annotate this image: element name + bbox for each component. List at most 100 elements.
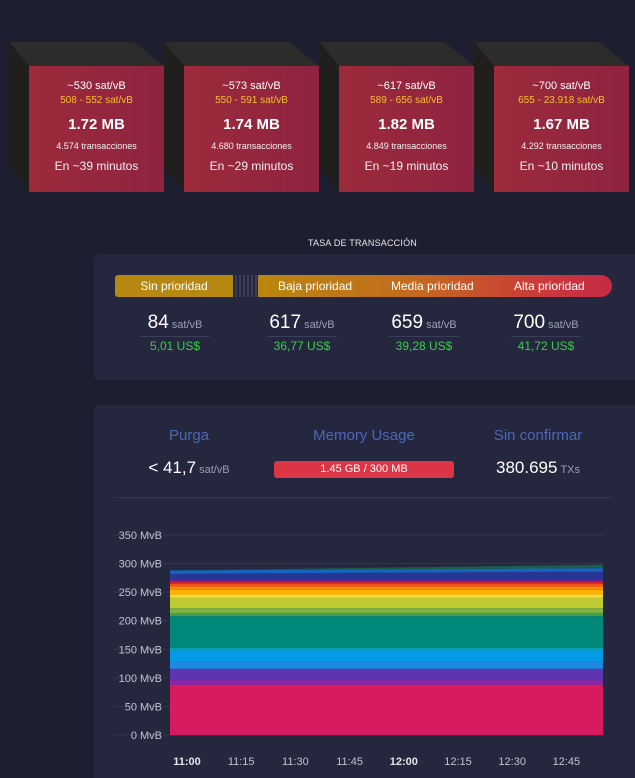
block-face[interactable]: ~700 sat/vB 655 - 23.918 sat/vB 1.67 MB …: [494, 66, 629, 192]
area-series[interactable]: [170, 597, 603, 609]
block-side: [319, 42, 339, 192]
priority-gradient: Baja prioridad Media prioridad Alta prio…: [258, 275, 612, 297]
fee-usd: 5,01 US$: [140, 336, 210, 353]
block-tx-count: 4.680 transacciones: [211, 141, 292, 151]
unconfirmed-value-wrap: 380.695 TXs: [458, 458, 618, 478]
fee-unit: sat/vB: [548, 319, 579, 331]
area-series[interactable]: [170, 680, 603, 685]
block-side: [474, 42, 494, 192]
area-series[interactable]: [170, 581, 603, 584]
fee-medium: 659 sat/vB 39,28 US$: [364, 312, 484, 353]
fee-usd: 36,77 US$: [267, 336, 337, 353]
area-series[interactable]: [170, 586, 603, 590]
x-tick-label: 11:30: [282, 756, 309, 768]
x-tick-label: 11:15: [228, 756, 255, 768]
fee-unit: sat/vB: [426, 319, 457, 331]
fee-value: 617: [269, 312, 302, 333]
mempool-block-4[interactable]: ~700 sat/vB 655 - 23.918 sat/vB 1.67 MB …: [474, 42, 629, 192]
block-size: 1.72 MB: [68, 116, 125, 133]
memory-usage-bar: 1.45 GB / 300 MB: [274, 461, 454, 478]
mempool-block-3[interactable]: ~617 sat/vB 589 - 656 sat/vB 1.82 MB 4.8…: [319, 42, 474, 192]
x-tick-label: 12:45: [553, 756, 581, 768]
area-series[interactable]: [170, 608, 603, 614]
y-tick-label: 50 MvB: [125, 701, 162, 713]
block-eta: En ~10 minutos: [519, 159, 604, 173]
unconfirmed-unit: TXs: [560, 464, 580, 476]
mempool-block-1[interactable]: ~530 sat/vB 508 - 552 sat/vB 1.72 MB 4.5…: [9, 42, 164, 192]
block-size: 1.82 MB: [378, 116, 435, 133]
fee-value: 659: [391, 312, 424, 333]
block-face[interactable]: ~573 sat/vB 550 - 591 sat/vB 1.74 MB 4.6…: [184, 66, 319, 192]
purge-label: Purga: [168, 427, 210, 444]
priority-none-label: Sin prioridad: [115, 275, 233, 297]
mempool-block-2[interactable]: ~573 sat/vB 550 - 591 sat/vB 1.74 MB 4.6…: [164, 42, 319, 192]
block-top: [9, 42, 164, 66]
block-fee-span: 508 - 552 sat/vB: [60, 95, 133, 106]
priority-medium-label: Media prioridad: [391, 279, 474, 293]
block-face[interactable]: ~617 sat/vB 589 - 656 sat/vB 1.82 MB 4.8…: [339, 66, 474, 192]
fee-low: 617 sat/vB 36,77 US$: [242, 312, 362, 353]
x-tick-label: 11:00: [173, 756, 201, 768]
block-tx-count: 4.574 transacciones: [56, 141, 137, 151]
fee-usd: 39,28 US$: [389, 336, 459, 353]
fee-usd: 41,72 US$: [511, 336, 581, 353]
y-tick-label: 100 MvB: [119, 673, 162, 685]
area-series[interactable]: [170, 571, 603, 579]
y-tick-label: 350 MvB: [119, 530, 162, 542]
block-median-fee: ~617 sat/vB: [377, 80, 436, 92]
x-tick-label: 12:00: [390, 756, 418, 768]
block-top: [319, 42, 474, 66]
fee-high: 700 sat/vB 41,72 US$: [486, 312, 606, 353]
y-tick-label: 200 MvB: [119, 616, 162, 628]
divider: [114, 497, 612, 498]
block-median-fee: ~700 sat/vB: [532, 80, 591, 92]
area-series[interactable]: [170, 650, 603, 662]
fee-rate-card: Sin prioridad Baja prioridad Media prior…: [94, 254, 635, 380]
area-series[interactable]: [170, 613, 603, 617]
area-series[interactable]: [170, 661, 603, 669]
purge-value: < 41,7: [148, 458, 197, 477]
block-side: [9, 42, 29, 192]
x-tick-label: 12:15: [444, 756, 472, 768]
fee-value: 84: [147, 312, 169, 333]
block-size: 1.74 MB: [223, 116, 280, 133]
fee-none: 84 sat/vB 5,01 US$: [115, 312, 235, 353]
fee-unit: sat/vB: [171, 319, 203, 331]
memory-usage-label: Memory Usage: [313, 427, 415, 444]
block-top: [474, 42, 629, 66]
area-series[interactable]: [170, 579, 603, 582]
priority-bar: Sin prioridad Baja prioridad Media prior…: [115, 275, 612, 297]
block-fee-span: 589 - 656 sat/vB: [370, 95, 443, 106]
area-series[interactable]: [170, 668, 603, 681]
y-tick-label: 0 MvB: [131, 730, 162, 742]
block-top: [164, 42, 319, 66]
block-eta: En ~39 minutos: [54, 159, 139, 173]
area-series[interactable]: [170, 594, 603, 598]
area-series[interactable]: [170, 648, 603, 651]
block-fee-span: 550 - 591 sat/vB: [215, 95, 288, 106]
fee-value: 700: [513, 312, 546, 333]
block-median-fee: ~573 sat/vB: [222, 80, 281, 92]
area-series[interactable]: [170, 616, 603, 649]
block-size: 1.67 MB: [533, 116, 590, 133]
block-face[interactable]: ~530 sat/vB 508 - 552 sat/vB 1.72 MB 4.5…: [29, 66, 164, 192]
mempool-chart[interactable]: 0 MvB 50 MvB 100 MvB 150 MvB 200 MvB 250 MvB 3…: [94, 405, 635, 778]
y-tick-label: 150 MvB: [119, 644, 162, 656]
area-series[interactable]: [170, 684, 603, 735]
block-tx-count: 4.849 transacciones: [366, 141, 447, 151]
area-series[interactable]: [170, 583, 603, 587]
unconfirmed-label: Sin confirmar: [493, 427, 583, 444]
priority-separator: [235, 275, 257, 297]
area-series[interactable]: [170, 568, 603, 574]
area-series[interactable]: [170, 589, 603, 595]
priority-low-label: Baja prioridad: [278, 279, 353, 293]
purge-unit: sat/vB: [199, 464, 230, 476]
purge-value-wrap: < 41,7 sat/vB: [109, 458, 269, 478]
mempool-card: Purga Memory Usage Sin confirmar < 41,7 s…: [94, 405, 635, 778]
block-fee-span: 655 - 23.918 sat/vB: [518, 95, 605, 106]
block-tx-count: 4.292 transacciones: [521, 141, 602, 151]
projected-blocks: ~530 sat/vB 508 - 552 sat/vB 1.72 MB 4.5…: [0, 0, 635, 200]
y-tick-label: 300 MvB: [119, 559, 162, 571]
x-tick-label: 11:45: [336, 756, 363, 768]
fee-unit: sat/vB: [304, 319, 335, 331]
